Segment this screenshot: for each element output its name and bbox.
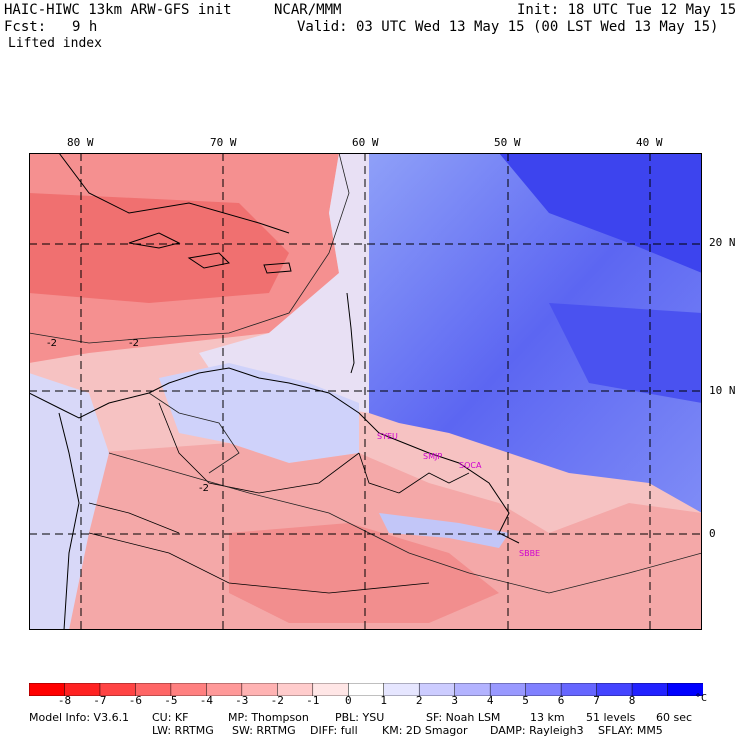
lon-label-60w: 60 W <box>352 136 379 149</box>
contour-label: -2 <box>47 338 57 349</box>
forecast-label: Fcst: <box>4 19 47 35</box>
valid-time: Valid: 03 UTC Wed 13 May 15 (00 LST Wed … <box>297 19 719 35</box>
pbl-scheme: PBL: YSU <box>335 711 385 724</box>
colorbar-tick-label: 5 <box>522 694 529 707</box>
colorbar-swatch <box>631 682 669 697</box>
colorbar-swatch <box>560 682 598 697</box>
brazil-border <box>88 532 430 594</box>
station-soca: SOCA <box>459 461 482 470</box>
colorbar-tick-label: 6 <box>557 694 565 707</box>
lifted-index-map <box>29 153 702 630</box>
colorbar-tick-label: 2 <box>415 694 423 707</box>
surface-layer-scheme: SFLAY: MM5 <box>598 724 663 737</box>
colorbar-tick-label: 7 <box>593 694 600 707</box>
forecast-hour: 9 h <box>72 19 98 35</box>
org-label: NCAR/MMM <box>274 2 342 18</box>
colorbar-tick-label: -4 <box>199 694 214 707</box>
station-smjp: SMJP <box>423 452 443 461</box>
colorbar-tick-label: -7 <box>93 694 107 707</box>
hispaniola-coast <box>187 252 231 269</box>
colorbar-tick-label: 8 <box>628 694 636 707</box>
lon-label-50w: 50 W <box>494 136 521 149</box>
damping-scheme: DAMP: Rayleigh3 <box>490 724 584 737</box>
colorbar-unit: °C <box>695 693 708 704</box>
lon-label-80w: 80 W <box>67 136 94 149</box>
graticule <box>29 153 702 630</box>
timestep: 60 sec <box>656 711 693 724</box>
amazon-river-band <box>379 513 509 548</box>
contour-minus2-mid <box>148 392 240 474</box>
colorbar-tick-label: -5 <box>164 694 178 707</box>
km-scheme: KM: 2D Smagor <box>382 724 468 737</box>
colorbar <box>28 681 704 697</box>
country-borders <box>88 402 470 594</box>
field-name: Lifted index <box>8 36 102 51</box>
lat-label-equator: 0 <box>709 527 716 540</box>
puerto-rico-coast <box>263 262 292 274</box>
amazon-negative-core <box>229 523 499 623</box>
colorbar-swatch <box>454 682 491 697</box>
station-syeu: SYEU <box>377 432 398 441</box>
contour-label: -2 <box>199 483 209 494</box>
colorbar-tick-label: 0 <box>344 694 352 707</box>
atlantic-positive-region <box>369 153 702 513</box>
south-america-north-coast <box>29 367 520 544</box>
lat-label-10n: 10 N <box>709 384 736 397</box>
map-frame <box>29 153 702 630</box>
init-time: Init: 18 UTC Tue 12 May 15 <box>517 2 737 18</box>
atlantic-strong-positive-2 <box>549 303 702 403</box>
diffusion-scheme: DIFF: full <box>310 724 358 737</box>
contour-minus2-north <box>29 153 350 344</box>
colorbar-swatch <box>348 682 385 697</box>
longwave-scheme: LW: RRTMG <box>152 724 214 737</box>
colorbar-tick-label: -6 <box>128 694 143 707</box>
jamaica-coast <box>128 232 181 249</box>
pacific-positive-region <box>29 373 109 630</box>
colorbar-tick-label: -2 <box>270 694 284 707</box>
model-title: HAIC-HIWC 13km ARW-GFS init <box>4 2 232 18</box>
contours <box>29 153 702 594</box>
colorbar-swatch <box>418 682 456 697</box>
colorbar-swatch <box>525 682 562 697</box>
cumulus-scheme: CU: KF <box>152 711 189 724</box>
cuba-hispaniola-coast <box>58 153 290 234</box>
map-panel: -2 -2 -2 SYEU SMJP SOCA SBBE <box>29 153 702 630</box>
colorbar-tick-label: 1 <box>380 694 387 707</box>
coastlines <box>29 153 520 630</box>
colorbar-swatch <box>383 682 420 697</box>
colombia-border <box>88 502 180 534</box>
colorbar-tick-label: -1 <box>306 694 320 707</box>
colorbar-swatch <box>489 682 527 697</box>
lesser-antilles-chain <box>346 292 355 374</box>
colorbar-tick-label: -3 <box>235 694 249 707</box>
lat-label-20n: 20 N <box>709 236 736 249</box>
guyana-border <box>358 452 400 494</box>
station-sbbe: SBBE <box>519 549 541 558</box>
venezuela-border <box>158 402 360 494</box>
colorbar-tick-label: 3 <box>451 694 458 707</box>
colorbar-swatch <box>596 682 633 697</box>
pacific-coast <box>58 412 80 630</box>
microphysics-scheme: MP: Thompson <box>228 711 309 724</box>
shortwave-scheme: SW: RRTMG <box>232 724 296 737</box>
colorbar-swatches <box>28 682 704 697</box>
suriname-border <box>398 472 470 494</box>
contour-label: -2 <box>129 338 139 349</box>
lon-label-70w: 70 W <box>210 136 237 149</box>
transition-zone <box>199 153 369 413</box>
contour-minus2-south <box>108 452 702 594</box>
model-info: Model Info: V3.6.1 <box>29 711 130 724</box>
surface-scheme: SF: Noah LSM <box>426 711 501 724</box>
colorbar-tick-label: 4 <box>486 694 494 707</box>
resolution: 13 km <box>530 711 565 724</box>
colorbar-tick-label: -8 <box>57 694 72 707</box>
atlantic-strong-positive <box>499 153 702 273</box>
levels: 51 levels <box>586 711 636 724</box>
lon-label-40w: 40 W <box>636 136 663 149</box>
